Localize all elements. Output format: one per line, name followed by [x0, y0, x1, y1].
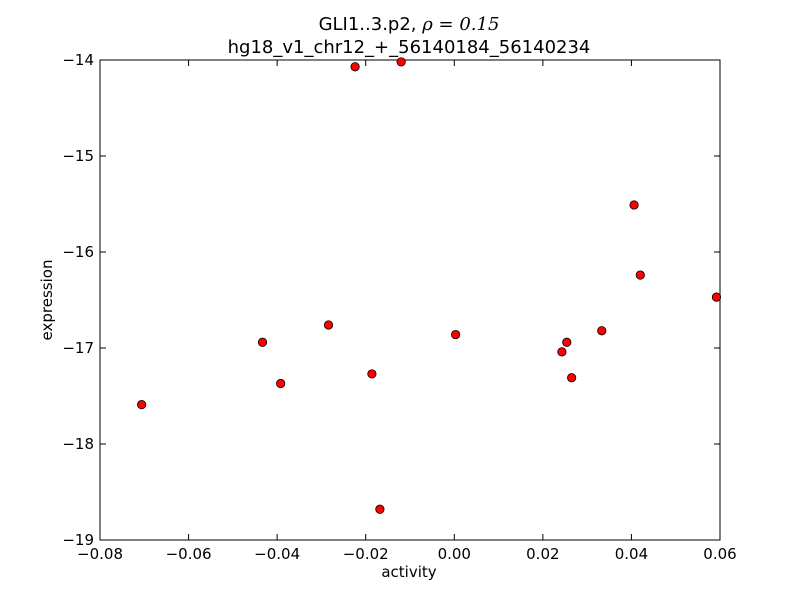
y-tick-label: −14: [62, 51, 94, 69]
y-axis-label: expression: [38, 260, 56, 341]
data-point: [562, 337, 572, 347]
chart-title-line-2: hg18_v1_chr12_+_56140184_56140234: [228, 37, 591, 58]
x-tick-label: 0.02: [526, 545, 559, 563]
data-point: [451, 329, 461, 340]
data-point: [711, 292, 722, 302]
x-tick-label: 0.06: [703, 545, 736, 563]
plot-area: −0.08 −0.06 −0.04 −0.02 0.00 0.02 0.04 0.06 −14 −…: [62, 51, 736, 563]
x-tick-label: −0.04: [254, 545, 300, 563]
x-axis-label: activity: [381, 563, 436, 581]
data-point: [557, 347, 567, 357]
y-tick-label: −17: [62, 339, 94, 357]
data-point: [367, 369, 377, 379]
chart-title-line-1: GLI1..3.p2, ρ = 0.15: [319, 14, 500, 35]
x-tick-label: −0.06: [166, 545, 212, 563]
data-point: [137, 400, 147, 410]
data-point: [597, 326, 607, 336]
data-point: [375, 504, 385, 514]
x-tick-label: 0.04: [615, 545, 648, 563]
data-point: [276, 378, 286, 389]
x-tick-label: −0.08: [77, 545, 123, 563]
y-tick-label: −19: [62, 531, 94, 549]
data-point: [635, 270, 645, 280]
data-point: [396, 57, 406, 67]
x-tick-label: 0.00: [438, 545, 471, 563]
chart-title-text: GLI1..3.p2,: [319, 14, 423, 35]
chart-title-rho: ρ = 0.15: [421, 14, 499, 35]
data-point: [350, 62, 360, 72]
y-tick-label: −16: [62, 243, 94, 261]
data-point: [323, 320, 334, 330]
data-point: [257, 337, 268, 347]
data-point: [567, 373, 577, 383]
y-tick-label: −15: [62, 147, 94, 165]
data-point: [629, 200, 639, 210]
x-tick-label: −0.02: [343, 545, 389, 563]
y-tick-label: −18: [62, 435, 94, 453]
